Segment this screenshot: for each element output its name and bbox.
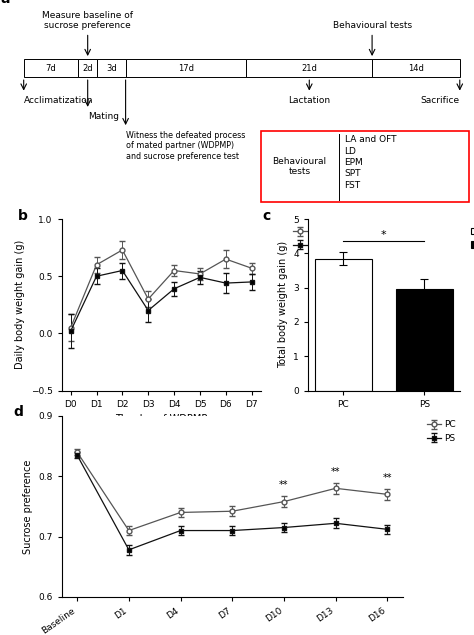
Bar (396, 290, 453, 391)
Text: Lactation: Lactation (288, 95, 330, 105)
Y-axis label: Daily body weight gain (g): Daily body weight gain (g) (15, 240, 25, 370)
Text: **: ** (279, 480, 289, 490)
Text: d: d (14, 405, 24, 419)
Text: Behavioural
tests: Behavioural tests (273, 157, 327, 177)
Text: Witness the defeated process
of mated partner (WDPMP)
and sucrose preference tes: Witness the defeated process of mated pa… (126, 131, 245, 161)
Text: *: * (381, 230, 387, 239)
Bar (78, 59, 97, 77)
Text: 17d: 17d (178, 64, 194, 72)
Y-axis label: Sucrose preference: Sucrose preference (23, 459, 33, 554)
Text: Acclimatization: Acclimatization (24, 95, 93, 105)
Text: Measure baseline of
sucrose preference: Measure baseline of sucrose preference (42, 11, 133, 30)
Legend: PC, PS: PC, PS (424, 417, 460, 446)
Text: Mating: Mating (88, 112, 118, 121)
Legend: PC, PS: PC, PS (467, 224, 474, 253)
Text: 3d: 3d (106, 64, 117, 72)
Text: 14d: 14d (408, 64, 424, 72)
Text: LA and OFT
LD
EPM
SPT
FST: LA and OFT LD EPM SPT FST (345, 135, 396, 190)
Text: **: ** (383, 473, 392, 483)
Text: Sacrifice: Sacrifice (420, 95, 460, 105)
Text: 7d: 7d (46, 64, 56, 72)
Text: 21d: 21d (301, 64, 317, 72)
Bar (24, 59, 78, 77)
Text: a: a (0, 0, 9, 6)
Bar (126, 59, 246, 77)
Text: b: b (18, 209, 27, 223)
Legend: PC, PS: PC, PS (290, 224, 326, 253)
Bar (261, 131, 469, 202)
Text: c: c (263, 209, 271, 223)
Bar (372, 59, 460, 77)
Bar (97, 59, 126, 77)
Bar (246, 59, 372, 77)
Bar (315, 258, 372, 391)
Y-axis label: Total body weight gain (g): Total body weight gain (g) (278, 241, 288, 368)
Text: **: ** (331, 467, 340, 477)
Text: 2d: 2d (82, 64, 93, 72)
X-axis label: The day of WDPMP: The day of WDPMP (115, 414, 207, 424)
Text: Behavioural tests: Behavioural tests (333, 22, 411, 30)
